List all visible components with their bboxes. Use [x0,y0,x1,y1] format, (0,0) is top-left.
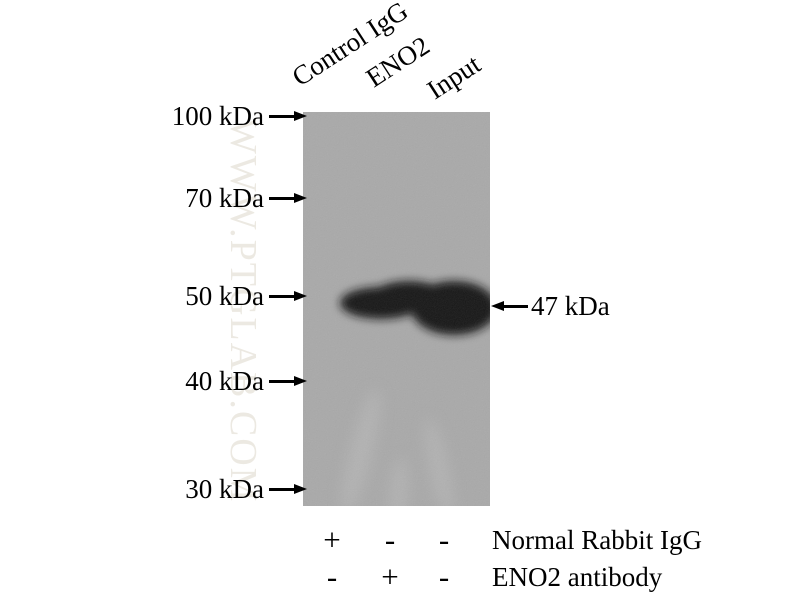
right-arrow-icon [269,291,307,301]
condition-sign-lane1: - [326,559,338,594]
right-arrow-icon [269,484,307,494]
arrow-shaft [269,294,294,298]
arrow-head [294,193,307,203]
blot-art [303,112,490,506]
condition-sign-lane3: - [438,559,450,594]
mw-marker-label: 30 kDa [185,474,264,504]
left-arrow-icon [491,301,528,311]
watermark-text: WWW.PTGLAB.COM [222,118,264,504]
mw-marker-label: 70 kDa [185,183,264,213]
mw-marker-label: 100 kDa [171,101,264,131]
arrow-shaft [269,487,294,491]
mw-marker-row-40kda: 40 kDa [118,364,307,398]
condition-sign-lane2: + [381,559,399,594]
arrow-shaft [504,304,528,308]
mw-marker-row-30kda: 30 kDa [118,472,307,506]
mw-marker-row-100kda: 100 kDa [118,99,307,133]
right-arrow-icon [269,193,307,203]
arrow-head [294,291,307,301]
blot-membrane [303,112,490,506]
condition-sign-lane3: - [438,522,450,557]
right-arrow-icon [269,376,307,386]
arrow-head [294,484,307,494]
condition-sign-lane1: + [323,522,341,557]
arrow-head [294,111,307,121]
arrow-shaft [269,114,294,118]
mw-marker-row-50kda: 50 kDa [118,279,307,313]
condition-label-eno2-antibody: ENO2 antibody [492,562,663,592]
arrow-head [294,376,307,386]
mw-marker-label: 50 kDa [185,281,264,311]
right-arrow-icon [269,111,307,121]
arrow-shaft [269,196,294,200]
band-annotation: 47 kDa [491,289,610,323]
membrane-noise [303,112,490,506]
mw-marker-label: 40 kDa [185,366,264,396]
arrow-shaft [269,379,294,383]
mw-marker-row-70kda: 70 kDa [118,181,307,215]
arrow-head [491,301,504,311]
condition-label-normal-rabbit-igg: Normal Rabbit IgG [492,525,702,555]
band-weight-label: 47 kDa [531,291,610,321]
condition-sign-lane2: - [384,522,396,557]
